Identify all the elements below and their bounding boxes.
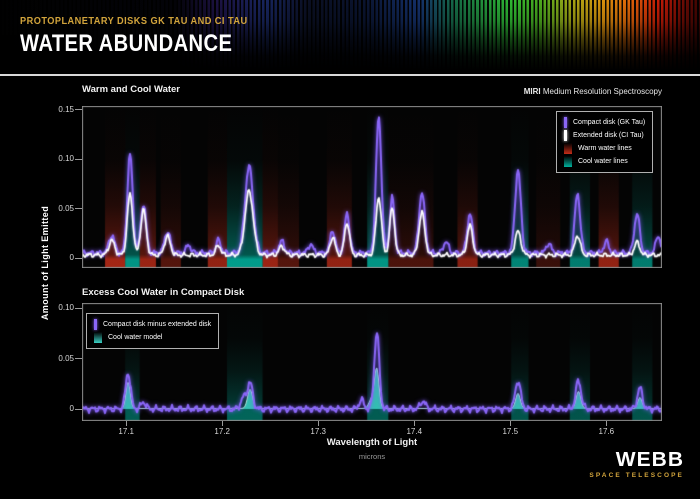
- instrument-name: MIRI: [523, 87, 541, 96]
- bottom-chart-legend: Compact disk minus extended disk Cool wa…: [86, 313, 220, 349]
- x-tick-mark: [125, 421, 127, 426]
- y-tick-label: 0.05: [58, 353, 74, 363]
- x-tick-label: 17.4: [406, 427, 423, 436]
- y-tick-mark: [75, 109, 82, 111]
- legend-item: Compact disk minus extended disk: [94, 318, 211, 331]
- legend-label: Warm water lines: [578, 145, 632, 152]
- y-tick-label: 0.05: [58, 203, 74, 213]
- y-tick-mark: [75, 257, 82, 259]
- header-divider: [0, 74, 700, 76]
- y-tick-label: 0.10: [58, 303, 74, 312]
- y-tick-mark: [75, 408, 82, 410]
- legend-label: Compact disk (GK Tau): [573, 119, 646, 126]
- legend-label: Extended disk (CI Tau): [573, 132, 644, 139]
- webb-logo: WEBB SPACE TELESCOPE: [589, 450, 684, 479]
- bottom-chart-title: Excess Cool Water in Compact Disk: [82, 287, 245, 298]
- y-tick-label: 0: [69, 253, 74, 262]
- legend-item: Cool water lines: [564, 155, 645, 168]
- x-tick-mark: [221, 421, 223, 426]
- y-tick-label: 0.15: [58, 104, 74, 114]
- legend-item: Compact disk (GK Tau): [564, 116, 645, 129]
- header-kicker: PROTOPLANETARY DISKS GK TAU AND CI TAU: [20, 16, 248, 27]
- x-axis-unit: microns: [358, 452, 386, 461]
- purple-line-swatch-icon: [564, 117, 567, 128]
- legend-item: Extended disk (CI Tau): [564, 129, 645, 142]
- y-tick-mark: [75, 208, 82, 210]
- header: PROTOPLANETARY DISKS GK TAU AND CI TAU W…: [20, 16, 273, 58]
- white-line-swatch-icon: [564, 130, 567, 141]
- warm-band-swatch-icon: [564, 143, 572, 154]
- spectrum-banner: [0, 0, 700, 70]
- instrument-label: MIRI Medium Resolution Spectroscopy: [524, 87, 662, 96]
- x-tick-label: 17.2: [214, 427, 230, 436]
- logo-subtitle: SPACE TELESCOPE: [589, 472, 684, 479]
- legend-label: Compact disk minus extended disk: [103, 321, 212, 328]
- legend-item: Warm water lines: [564, 142, 645, 155]
- legend-item: Cool water model: [94, 331, 211, 344]
- legend-label: Cool water model: [108, 334, 163, 341]
- x-axis-label: Wavelength of Light: [326, 437, 418, 448]
- x-tick-mark: [413, 421, 415, 426]
- x-tick-mark: [317, 421, 319, 426]
- y-tick-mark: [75, 358, 82, 359]
- x-tick-label: 17.5: [502, 427, 519, 436]
- legend-label: Cool water lines: [578, 158, 628, 165]
- cool-model-swatch-icon: [94, 332, 102, 343]
- top-chart-legend: Compact disk (GK Tau) Extended disk (CI …: [556, 111, 654, 173]
- y-tick-mark: [75, 158, 82, 160]
- purple-line-swatch-icon: [94, 319, 97, 330]
- y-tick-mark: [75, 307, 82, 309]
- x-tick-mark: [509, 421, 511, 426]
- x-tick-label: 17.6: [598, 427, 615, 436]
- excess-cool-water-chart: [82, 303, 662, 421]
- top-chart-title: Warm and Cool Water: [82, 84, 180, 95]
- x-tick-label: 17.1: [118, 427, 134, 436]
- x-tick-mark: [605, 421, 607, 426]
- y-tick-label: 0: [69, 404, 74, 413]
- page-title: WATER ABUNDANCE: [20, 30, 233, 57]
- logo-wordmark: WEBB: [615, 449, 684, 471]
- cool-band-swatch-icon: [564, 156, 572, 167]
- x-tick-label: 17.3: [310, 427, 326, 436]
- y-tick-label: 0.10: [58, 154, 74, 164]
- instrument-description: Medium Resolution Spectroscopy: [542, 87, 662, 96]
